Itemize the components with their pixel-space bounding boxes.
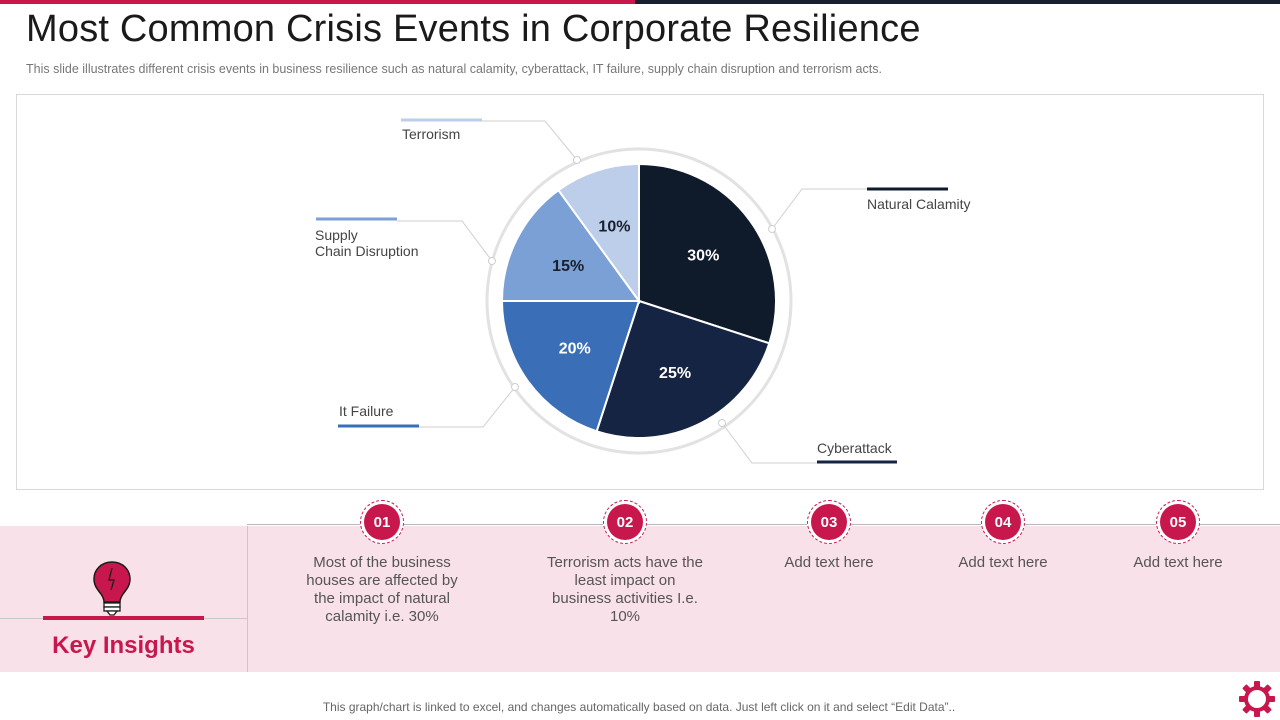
leader-line: [397, 220, 493, 262]
pie-slice[interactable]: [557, 162, 640, 305]
insight-text: Terrorism acts have the least impact on …: [547, 554, 703, 625]
number-badge: 02: [607, 504, 643, 540]
pie-chart[interactable]: 30% 25% 20% 15% 10% Natural Calamity Cyberatt…: [17, 95, 1263, 489]
top-dark-bar: [635, 0, 1280, 4]
pie-percent-label: 20%: [559, 341, 591, 358]
pie-slice[interactable]: [500, 300, 641, 433]
number-badge: 03: [811, 504, 847, 540]
pie-category-label: Terrorism: [402, 126, 460, 142]
pie-category-label: It Failure: [339, 403, 394, 419]
pie-category-label: Cyberattack: [817, 440, 893, 456]
leader-dot: [573, 156, 581, 164]
insight-text: Add text here: [784, 554, 874, 571]
pie-category-label: Supply Chain Disruption: [315, 227, 419, 259]
pie-percent-label: 10%: [598, 218, 630, 235]
insight-text: Add text here: [1133, 554, 1223, 571]
number-badge-ring: 03: [807, 500, 851, 544]
leader-dot: [768, 225, 776, 233]
number-badge: 01: [364, 504, 400, 540]
pie-slice[interactable]: [595, 299, 771, 439]
pie-percent-label: 25%: [659, 365, 691, 382]
page-subtitle: This slide illustrates different crisis …: [26, 62, 882, 76]
pie-category-label: Natural Calamity: [867, 196, 970, 212]
gear-icon[interactable]: [1238, 680, 1276, 718]
pie-slice[interactable]: [500, 188, 641, 302]
insights-band: [0, 526, 1280, 672]
chart-frame[interactable]: 30% 25% 20% 15% 10% Natural Calamity Cyberatt…: [16, 94, 1264, 490]
leader-line: [721, 422, 817, 464]
page-title: Most Common Crisis Events in Corporate R…: [26, 8, 921, 50]
top-accent-bar: [0, 0, 635, 4]
leader-line: [419, 386, 516, 428]
number-badge-ring: 02: [603, 500, 647, 544]
leader-dot: [488, 257, 496, 265]
pie-percent-label: 30%: [687, 247, 719, 264]
insight-point: 01 Most of the business houses are affec…: [282, 500, 482, 626]
band-top-divider: [247, 524, 1280, 525]
insight-point: 02 Terrorism acts have the least impact …: [525, 500, 725, 626]
number-badge: 05: [1160, 504, 1196, 540]
insight-point: 03 Add text here: [729, 500, 929, 572]
insight-text: Add text here: [958, 554, 1048, 571]
insight-point: 04 Add text here: [903, 500, 1103, 572]
insight-point: 05 Add text here: [1078, 500, 1278, 572]
key-insights-panel: [0, 526, 248, 672]
pie-slice[interactable]: [638, 162, 777, 345]
pie-percent-label: 15%: [552, 258, 584, 275]
key-insights-title: Key Insights: [52, 632, 195, 659]
leader-line: [482, 120, 578, 161]
leader-dot: [718, 419, 726, 427]
number-badge-ring: 01: [360, 500, 404, 544]
number-badge-ring: 05: [1156, 500, 1200, 544]
lightbulb-icon: [93, 561, 131, 616]
insight-text: Most of the business houses are affected…: [306, 554, 458, 625]
insights-underline: [43, 616, 204, 620]
footer-note: This graph/chart is linked to excel, and…: [322, 700, 956, 714]
number-badge-ring: 04: [981, 500, 1025, 544]
number-badge: 04: [985, 504, 1021, 540]
leader-dot: [511, 383, 519, 391]
leader-line: [771, 188, 867, 230]
